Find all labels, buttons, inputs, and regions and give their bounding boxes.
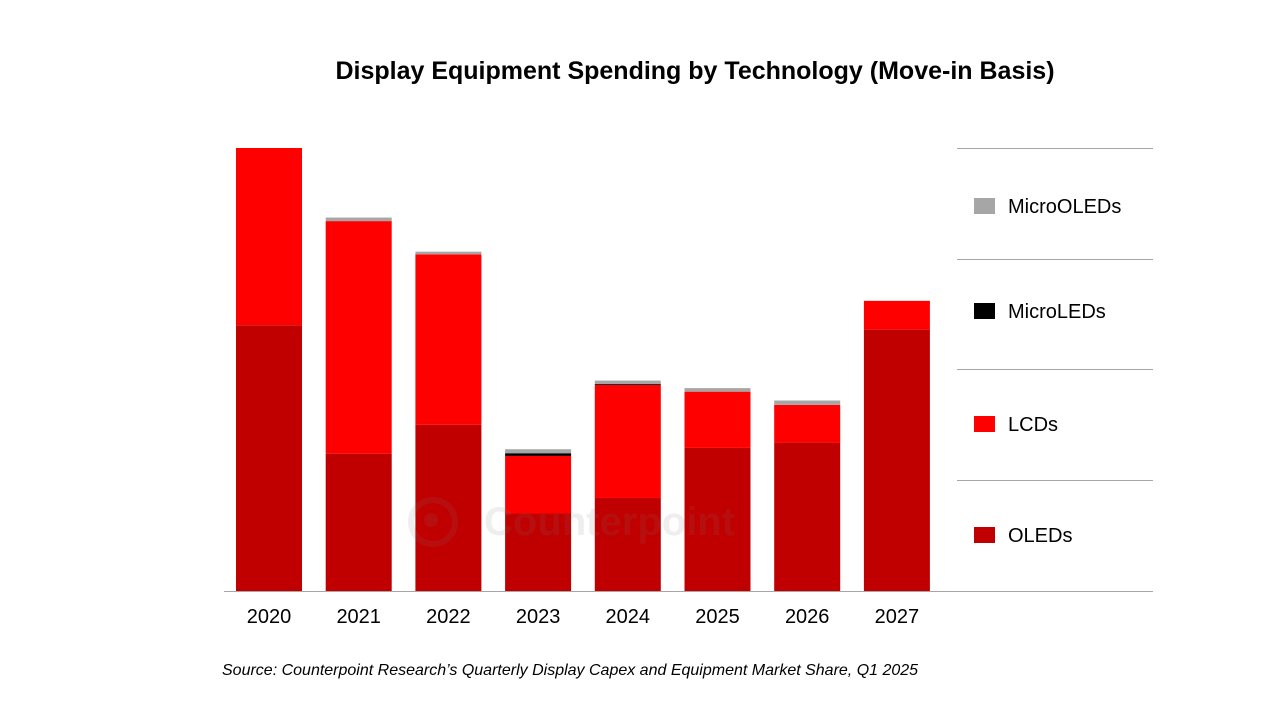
x-axis: 2020 2021 2022 2023 2024 2025 2026 2027 bbox=[224, 591, 1153, 628]
legend-swatch-oleds bbox=[974, 527, 995, 543]
watermark: Counterpoint bbox=[408, 492, 768, 552]
bar-lcds-2020 bbox=[236, 148, 302, 326]
bar-microoleds-2025 bbox=[684, 388, 751, 392]
bar-lcds-2027 bbox=[863, 300, 930, 330]
bar-oleds-2026 bbox=[774, 442, 841, 592]
x-tick-label-2023: 2023 bbox=[516, 606, 561, 628]
bar-oleds-2024 bbox=[594, 497, 661, 591]
bar-lcds-2022 bbox=[415, 254, 482, 425]
legend-swatch-lcds bbox=[974, 416, 995, 432]
legend-swatch-microleds bbox=[974, 303, 995, 319]
legend-label-lcds: LCDs bbox=[1008, 414, 1058, 436]
bars-layer bbox=[236, 148, 930, 592]
bar-oleds-2020 bbox=[236, 325, 302, 591]
x-tick-label-2022: 2022 bbox=[426, 606, 471, 628]
legend-label-microleds: MicroLEDs bbox=[1008, 301, 1106, 323]
bar-microoleds-2023 bbox=[505, 449, 572, 454]
bar-lcds-2023 bbox=[505, 455, 572, 514]
watermark-text: Counterpoint bbox=[484, 499, 736, 544]
counterpoint-logo-icon bbox=[408, 497, 458, 547]
bar-oleds-2027 bbox=[863, 329, 930, 591]
bar-microoleds-2024 bbox=[594, 380, 661, 385]
bar-lcds-2025 bbox=[684, 391, 751, 448]
bar-microoleds-2021 bbox=[325, 217, 392, 222]
chart-title: Display Equipment Spending by Technology… bbox=[335, 57, 1055, 85]
bar-microoleds-2026 bbox=[774, 400, 841, 405]
bar-oleds-2025 bbox=[684, 447, 751, 591]
bar-microleds-2024 bbox=[594, 384, 661, 386]
bar-oleds-2023 bbox=[505, 513, 572, 591]
x-tick-label-2027: 2027 bbox=[875, 606, 920, 628]
x-tick-label-2024: 2024 bbox=[606, 606, 651, 628]
x-tick-label-2025: 2025 bbox=[695, 606, 740, 628]
legend: MicroOLEDs MicroLEDs LCDs OLEDs bbox=[957, 148, 1153, 547]
bar-lcds-2024 bbox=[594, 385, 661, 498]
x-tick-label-2020: 2020 bbox=[247, 606, 292, 628]
bar-oleds-2021 bbox=[325, 453, 392, 591]
x-tick-label-2021: 2021 bbox=[336, 606, 381, 628]
x-tick-label-2026: 2026 bbox=[785, 606, 830, 628]
bar-microoleds-2022 bbox=[415, 251, 482, 255]
legend-label-microoleds: MicroOLEDs bbox=[1008, 196, 1121, 218]
bar-lcds-2021 bbox=[325, 221, 392, 454]
legend-swatch-microoleds bbox=[974, 198, 995, 214]
source-note: Source: Counterpoint Research’s Quarterl… bbox=[222, 662, 919, 679]
bar-microleds-2023 bbox=[505, 453, 572, 456]
legend-label-oleds: OLEDs bbox=[1008, 525, 1072, 547]
bar-lcds-2026 bbox=[774, 404, 841, 443]
